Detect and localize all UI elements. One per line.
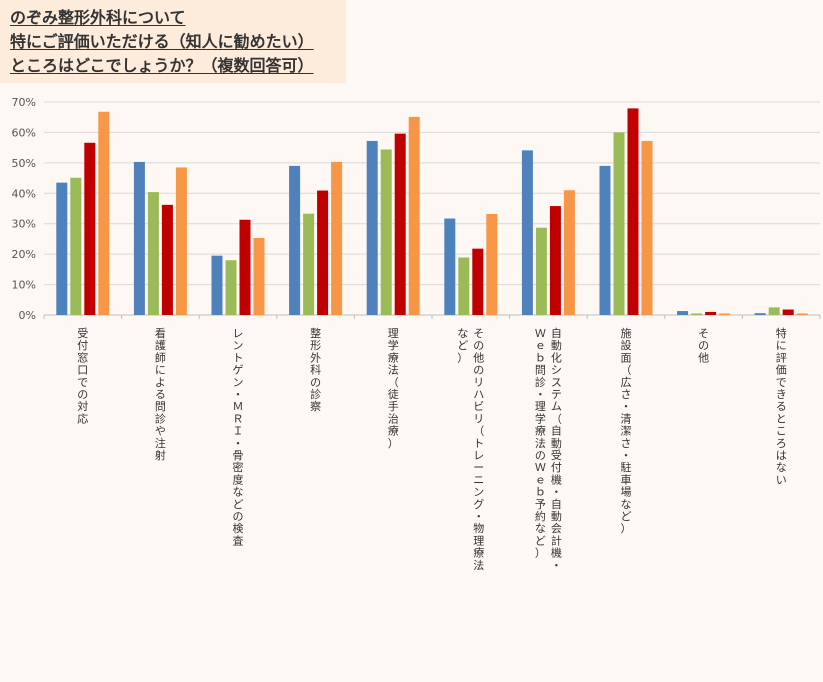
bar xyxy=(458,257,470,315)
bar xyxy=(331,161,343,315)
bar xyxy=(754,313,766,315)
bar xyxy=(796,313,808,315)
bar xyxy=(211,255,223,315)
chart-title-line-1: のぞみ整形外科について xyxy=(10,8,186,27)
bar xyxy=(380,149,392,315)
category-label: 特に評価できるところはない xyxy=(776,326,787,486)
bar xyxy=(782,309,794,315)
bar xyxy=(677,311,689,315)
bar xyxy=(627,108,639,315)
category-label: 受付窓口での対応 xyxy=(77,327,88,425)
bar xyxy=(599,165,611,315)
bar xyxy=(147,192,159,315)
bar xyxy=(56,182,68,315)
bar xyxy=(768,307,780,315)
bar xyxy=(563,190,575,315)
category-label: 自動化システム（自動受付機・自動会計機・ xyxy=(551,327,562,572)
y-tick-label: 60% xyxy=(12,126,36,139)
bar xyxy=(535,227,547,315)
bar xyxy=(705,311,717,315)
bar xyxy=(486,213,498,315)
bar xyxy=(366,140,378,315)
category-label: 看護師による問診や注射 xyxy=(155,326,166,462)
category-label: 整形外科の診察 xyxy=(310,326,321,413)
y-tick-label: 50% xyxy=(12,157,36,170)
bar xyxy=(70,177,82,315)
category-label: レントゲン・ＭＲＩ・骨密度などの検査 xyxy=(233,327,244,547)
bar xyxy=(641,140,653,315)
bar xyxy=(225,260,237,315)
y-tick-label: 70% xyxy=(12,96,36,109)
bar xyxy=(84,142,96,315)
bar xyxy=(239,219,251,315)
bar xyxy=(472,248,484,315)
category-label: その他のリハビリ（トレーニング・物理療法 xyxy=(473,327,484,572)
y-tick-label: 30% xyxy=(12,218,36,231)
y-tick-label: 40% xyxy=(12,187,36,200)
chart-title-box: のぞみ整形外科について 特にご評価いただける（知人に勧めたい） ところはどこでし… xyxy=(0,0,346,83)
bar xyxy=(719,313,731,315)
category-label: Ｗｅｂ問診・理学療法のＷｅｂ予約など） xyxy=(535,327,546,560)
bar xyxy=(98,111,110,315)
bar xyxy=(253,238,265,315)
chart-title-line-2: 特にご評価いただける（知人に勧めたい） xyxy=(10,32,314,51)
y-tick-label: 20% xyxy=(12,248,36,261)
category-label: その他 xyxy=(698,327,709,364)
bar xyxy=(133,161,145,315)
bar xyxy=(408,116,420,315)
bar xyxy=(521,150,533,315)
bar xyxy=(175,167,187,315)
bar xyxy=(394,133,406,315)
bar xyxy=(161,204,173,315)
category-label: 施設面（広さ・清潔さ・駐車場など） xyxy=(621,327,632,535)
y-tick-label: 0% xyxy=(19,309,36,322)
bar xyxy=(691,313,703,315)
bar xyxy=(289,165,301,315)
bar xyxy=(613,132,625,315)
bar xyxy=(549,206,561,315)
bar xyxy=(303,213,315,315)
category-label: など） xyxy=(457,327,468,364)
y-tick-label: 10% xyxy=(12,279,36,292)
category-label: 理学療法（徒手治療） xyxy=(388,327,399,450)
chart-title-line-3: ところはどこでしょうか？（複数回答可） xyxy=(10,56,314,75)
bar xyxy=(444,218,456,315)
bar xyxy=(317,190,329,315)
